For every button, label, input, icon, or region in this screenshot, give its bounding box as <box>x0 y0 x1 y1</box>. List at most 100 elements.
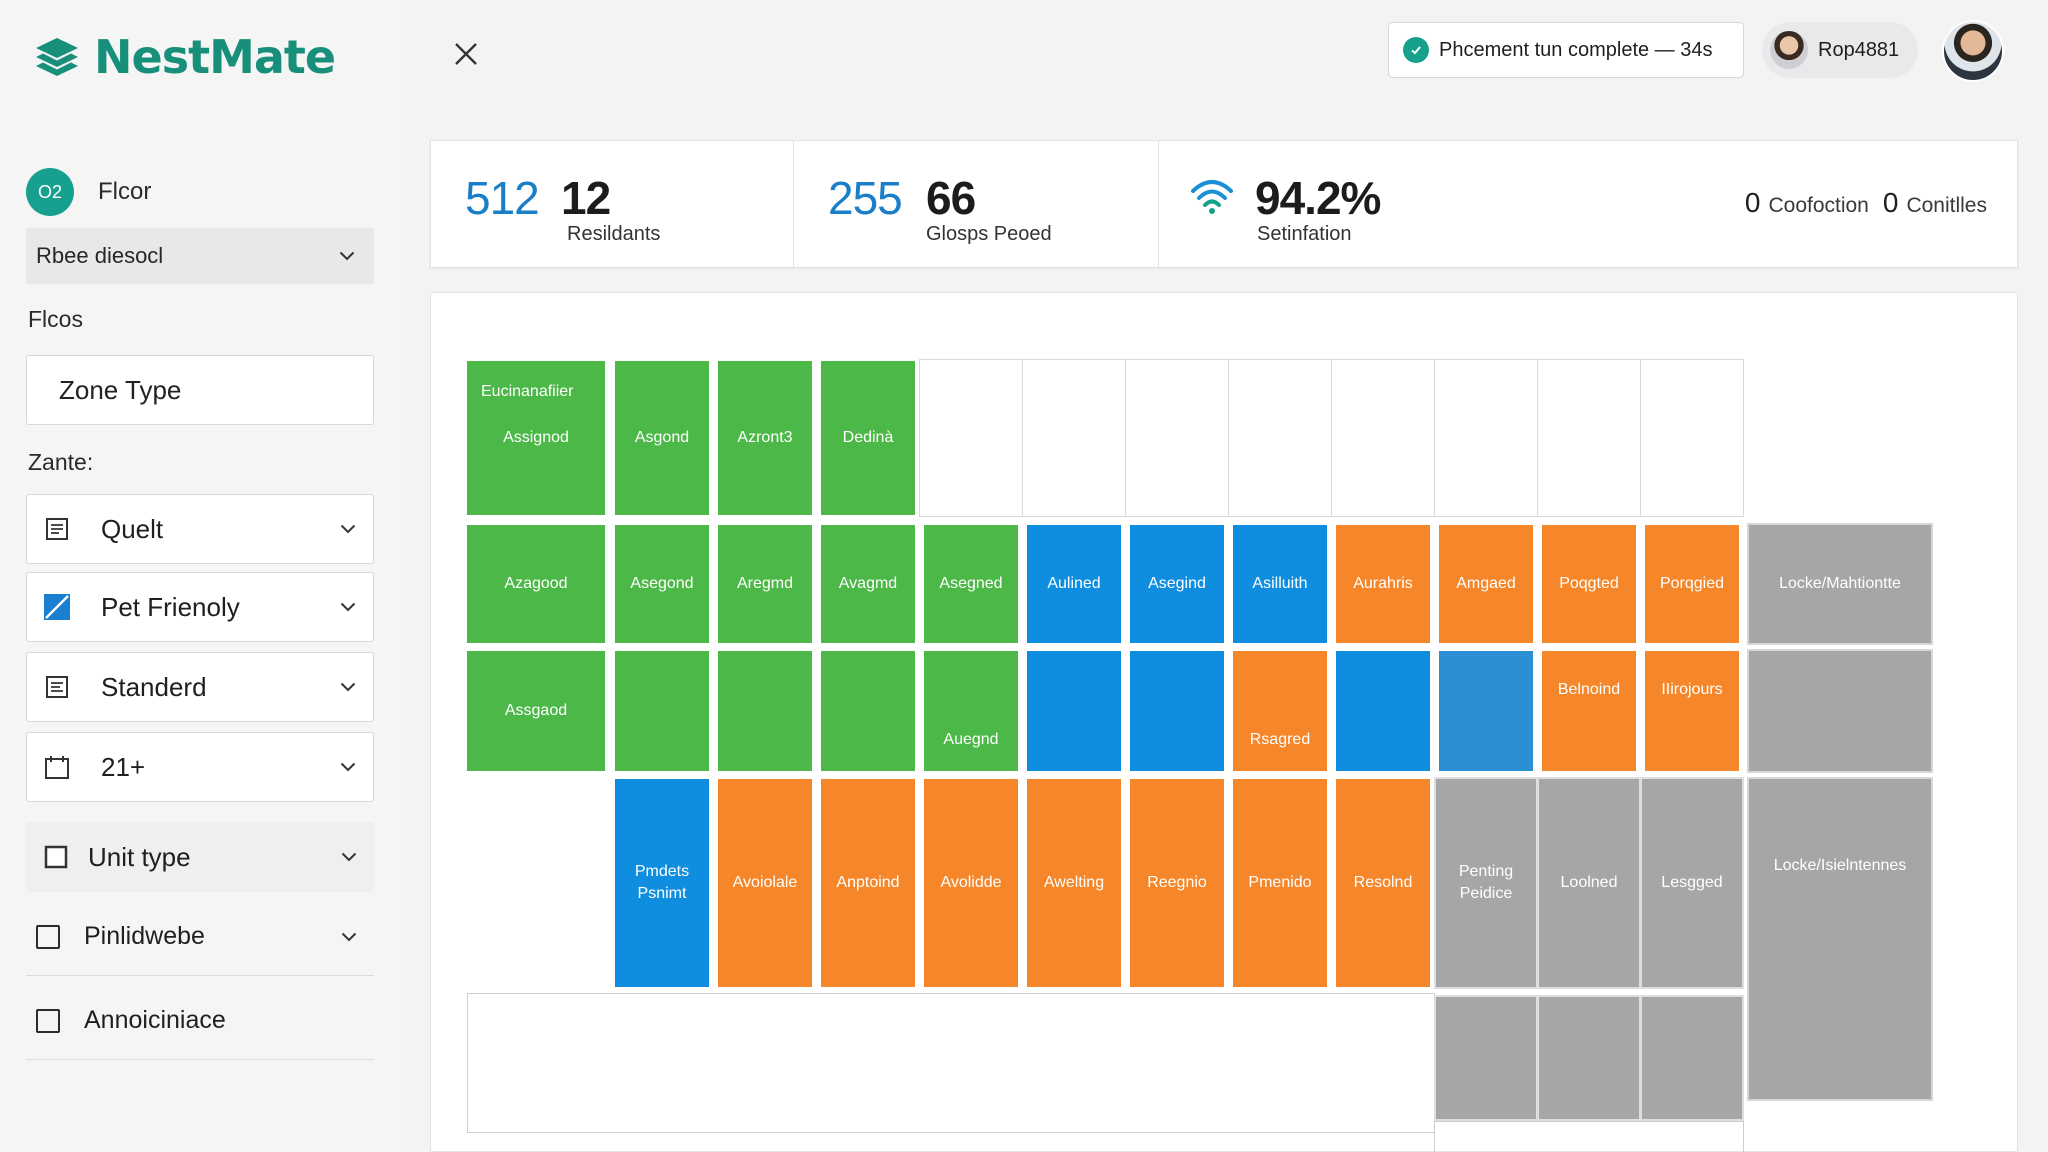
unit-r4-c9[interactable]: Resolnd <box>1336 779 1430 987</box>
unit-r2-c9[interactable]: Aurahris <box>1336 525 1430 643</box>
unit-r1-c4[interactable]: Dedinà <box>821 361 915 515</box>
floor-badge: O2 <box>26 168 74 216</box>
unit-r4-c13[interactable]: Locke/Isielntennes <box>1747 777 1933 1101</box>
unit-r3-c5[interactable]: Auegnd <box>924 651 1018 771</box>
filter-pinlidwebe[interactable]: Pinlidwebe <box>26 898 374 976</box>
unit-r4-c5[interactable]: Avolidde <box>924 779 1018 987</box>
unit-status: Avoiolale <box>732 874 798 892</box>
unit-r3-c7[interactable] <box>1130 651 1224 771</box>
unit-r4-c4[interactable]: Anptoind <box>821 779 915 987</box>
unit-status: Locke/Mahtiontte <box>1779 575 1901 593</box>
unit-r3-c12[interactable]: IIirojours <box>1645 651 1739 771</box>
filter-pinlidwebe-label: Pinlidwebe <box>84 922 205 950</box>
unit-r2-c1[interactable]: Azagood <box>467 525 605 643</box>
kpi-residents-caption: Resildants <box>567 223 661 245</box>
unit-r4-c7[interactable]: Reegnio <box>1130 779 1224 987</box>
chevron-down-icon <box>338 926 360 948</box>
filter-annoiciniace[interactable]: Annoiciniace <box>26 982 374 1060</box>
kpi-satisfaction-value: 94.2% <box>1255 172 1381 224</box>
unit-r2-c6[interactable]: Aulined <box>1027 525 1121 643</box>
unit-r2-c5[interactable]: Asegned <box>924 525 1018 643</box>
unit-status: Avolidde <box>940 874 1002 892</box>
unit-r2-c8[interactable]: Asilluith <box>1233 525 1327 643</box>
unit-status: Pmenido <box>1248 874 1312 892</box>
unit-r3-c8[interactable]: Rsagred <box>1233 651 1327 771</box>
unit-r4-c10[interactable]: Penting Peidice <box>1434 777 1538 989</box>
unit-r4-c3[interactable]: Avoiolale <box>718 779 812 987</box>
unit-r1-empty[interactable] <box>919 359 1023 517</box>
filter-pet-friendly[interactable]: Pet Frienoly <box>26 572 374 642</box>
unit-r1-empty[interactable] <box>1022 359 1126 517</box>
status-pill[interactable]: Phcement tun complete — 34s <box>1388 22 1744 78</box>
unit-r1-empty[interactable] <box>1331 359 1435 517</box>
unit-r2-c10[interactable]: Amgaed <box>1439 525 1533 643</box>
kpi-groups-value-b: 66 <box>926 172 976 224</box>
unit-r3-c9[interactable] <box>1336 651 1430 771</box>
unit-status: Asilluith <box>1252 575 1308 593</box>
unit-status: Amgaed <box>1456 575 1516 593</box>
close-button[interactable] <box>448 36 484 72</box>
list-icon <box>43 673 71 701</box>
unit-r4-c6[interactable]: Awelting <box>1027 779 1121 987</box>
filter-quiet[interactable]: Quelt <box>26 494 374 564</box>
unit-r3-c4[interactable] <box>821 651 915 771</box>
filter-quiet-label: Quelt <box>101 513 164 544</box>
unit-status: Avagmd <box>838 575 898 593</box>
filter-annoiciniace-label: Annoiciniace <box>84 1006 226 1034</box>
floor-row[interactable]: O2 Flcor <box>26 168 151 216</box>
user-avatar <box>1770 31 1808 69</box>
unit-status: Aregmd <box>736 575 794 593</box>
unit-status: Azront3 <box>737 429 793 447</box>
unit-status: Rsagred <box>1249 731 1311 749</box>
unit-r1-empty[interactable] <box>1228 359 1332 517</box>
filter-unit-type-label: Unit type <box>88 841 191 872</box>
unit-r5-c10[interactable] <box>1434 995 1538 1121</box>
unit-r5-c12[interactable] <box>1640 995 1744 1121</box>
unit-r1-c1[interactable]: Eucinanafiier Assignod <box>467 361 605 515</box>
checkbox-icon[interactable] <box>42 843 70 871</box>
unit-status: Lesgged <box>1661 874 1723 892</box>
unit-r4-c12[interactable]: Lesgged <box>1640 777 1744 989</box>
chevron-down-icon <box>337 756 359 778</box>
unit-r3-c2[interactable] <box>615 651 709 771</box>
checkbox-icon[interactable] <box>36 924 60 949</box>
app-logo[interactable]: NestMate <box>32 30 336 84</box>
checkbox-checked-icon[interactable] <box>43 593 71 621</box>
unit-r2-c4[interactable]: Avagmd <box>821 525 915 643</box>
filter-standard[interactable]: Standerd <box>26 652 374 722</box>
kpi-satisfaction: 94.2% Setinfation <box>1159 141 1559 269</box>
unit-r3-c11[interactable]: Belnoind <box>1542 651 1636 771</box>
unit-r5-c11[interactable] <box>1537 995 1641 1121</box>
unit-r4-c2[interactable]: Pmdets Psnimt <box>615 779 709 987</box>
unit-r3-c3[interactable] <box>718 651 812 771</box>
unit-r2-c11[interactable]: Poqgted <box>1542 525 1636 643</box>
zone-type-input[interactable]: Zone Type <box>26 355 374 425</box>
conflict-count-a: 0 <box>1744 187 1761 218</box>
unit-r1-c2[interactable]: Asgond <box>615 361 709 515</box>
unit-r3-c10[interactable] <box>1439 651 1533 771</box>
unit-r2-c2[interactable]: Asegond <box>615 525 709 643</box>
unit-r2-c13[interactable]: Locke/Mahtiontte <box>1747 523 1933 645</box>
unit-status: Pmdets Psnimt <box>634 863 690 902</box>
unit-r1-empty[interactable] <box>1537 359 1641 517</box>
unit-r1-empty[interactable] <box>1125 359 1229 517</box>
unit-r1-empty[interactable] <box>1640 359 1744 517</box>
filter-unit-type[interactable]: Unit type <box>26 822 374 892</box>
checkbox-icon[interactable] <box>36 1008 60 1033</box>
profile-avatar[interactable] <box>1942 20 2004 82</box>
building-select[interactable]: Rbee diesocl <box>26 228 374 284</box>
unit-r3-c13[interactable] <box>1747 649 1933 773</box>
unit-r3-c1[interactable]: Assgaod <box>467 651 605 771</box>
unit-r3-c6[interactable] <box>1027 651 1121 771</box>
unit-r4-c8[interactable]: Pmenido <box>1233 779 1327 987</box>
unit-status: IIirojours <box>1661 681 1723 698</box>
unit-r1-c3[interactable]: Azront3 <box>718 361 812 515</box>
unit-r4-c11[interactable]: Loolned <box>1537 777 1641 989</box>
unit-r2-c12[interactable]: Porqgied <box>1645 525 1739 643</box>
unit-r1-empty[interactable] <box>1434 359 1538 517</box>
user-menu[interactable]: Rop4881 <box>1762 22 1918 78</box>
filter-age[interactable]: 21+ <box>26 732 374 802</box>
unit-r2-c3[interactable]: Aregmd <box>718 525 812 643</box>
unit-status: Belnoind <box>1557 681 1621 698</box>
unit-r2-c7[interactable]: Asegind <box>1130 525 1224 643</box>
